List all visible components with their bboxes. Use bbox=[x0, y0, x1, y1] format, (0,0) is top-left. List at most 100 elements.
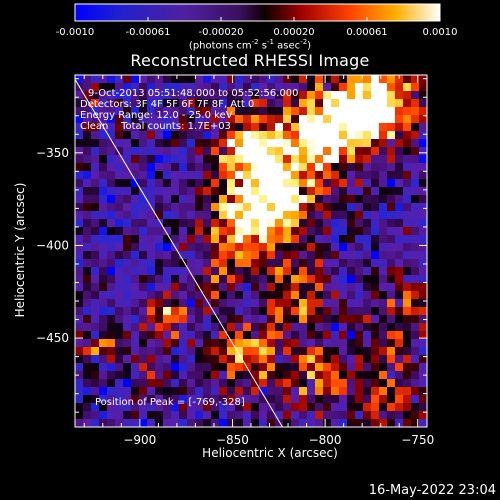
heatmap-cell bbox=[387, 83, 396, 92]
heatmap-cell bbox=[91, 243, 100, 252]
heatmap-cell bbox=[107, 227, 116, 236]
heatmap-cell bbox=[355, 123, 364, 132]
heatmap-cell bbox=[283, 227, 292, 236]
heatmap-cell bbox=[91, 339, 100, 348]
heatmap-cell bbox=[331, 219, 340, 228]
heatmap-cell bbox=[147, 419, 156, 427]
heatmap-cell bbox=[211, 203, 220, 212]
heatmap-cell bbox=[275, 211, 284, 220]
heatmap-cell bbox=[411, 179, 420, 188]
heatmap-cell bbox=[99, 315, 108, 324]
heatmap-cell bbox=[235, 403, 244, 412]
heatmap-cell bbox=[275, 107, 284, 116]
heatmap-cell bbox=[219, 115, 228, 124]
heatmap-cell bbox=[131, 235, 140, 244]
heatmap-cell bbox=[411, 371, 420, 380]
heatmap-cell bbox=[379, 355, 388, 364]
heatmap-cell bbox=[131, 283, 140, 292]
heatmap-cell bbox=[283, 131, 292, 140]
heatmap-cell bbox=[411, 347, 420, 356]
heatmap-cell bbox=[227, 243, 236, 252]
heatmap-cell bbox=[179, 371, 188, 380]
heatmap-cell bbox=[195, 123, 204, 132]
heatmap-cell bbox=[315, 235, 324, 244]
heatmap-cell bbox=[283, 339, 292, 348]
heatmap-cell bbox=[123, 307, 132, 316]
heatmap-cell bbox=[203, 187, 212, 196]
heatmap-cell bbox=[419, 283, 427, 292]
heatmap-cell bbox=[171, 395, 180, 404]
heatmap-cell bbox=[299, 363, 308, 372]
heatmap-cell bbox=[131, 107, 140, 116]
heatmap-cell bbox=[235, 339, 244, 348]
heatmap-cell bbox=[195, 299, 204, 308]
heatmap-cell bbox=[203, 195, 212, 204]
heatmap-cell bbox=[99, 387, 108, 396]
heatmap-cell bbox=[395, 347, 404, 356]
heatmap-cell bbox=[419, 227, 427, 236]
heatmap-cell bbox=[315, 355, 324, 364]
heatmap-cell bbox=[219, 83, 228, 92]
heatmap-cell bbox=[107, 387, 116, 396]
heatmap-cell bbox=[155, 243, 164, 252]
heatmap-cell bbox=[339, 403, 348, 412]
heatmap-cell bbox=[227, 275, 236, 284]
heatmap-cell bbox=[291, 347, 300, 356]
heatmap-cell bbox=[307, 187, 316, 196]
heatmap-cell bbox=[331, 171, 340, 180]
heatmap-cell bbox=[363, 171, 372, 180]
heatmap-cell bbox=[115, 99, 124, 108]
heatmap-cell bbox=[171, 219, 180, 228]
heatmap-cell bbox=[155, 155, 164, 164]
heatmap-cell bbox=[83, 179, 92, 188]
heatmap-cell bbox=[291, 331, 300, 340]
heatmap-cell bbox=[395, 163, 404, 172]
heatmap-cell bbox=[139, 251, 148, 260]
heatmap-cell bbox=[163, 123, 172, 132]
heatmap-cell bbox=[419, 323, 427, 332]
heatmap-cell bbox=[299, 331, 308, 340]
heatmap-cell bbox=[235, 155, 244, 164]
heatmap-cell bbox=[395, 307, 404, 316]
heatmap-cell bbox=[419, 395, 427, 404]
heatmap-cell bbox=[355, 139, 364, 148]
heatmap-cell bbox=[163, 283, 172, 292]
heatmap-cell bbox=[83, 171, 92, 180]
heatmap-cell bbox=[203, 363, 212, 372]
heatmap-cell bbox=[387, 235, 396, 244]
heatmap-cell bbox=[235, 371, 244, 380]
heatmap-cell bbox=[371, 75, 380, 84]
heatmap-cell bbox=[227, 347, 236, 356]
heatmap-cell bbox=[179, 331, 188, 340]
heatmap-cell bbox=[155, 395, 164, 404]
heatmap-cell bbox=[179, 411, 188, 420]
heatmap-cell bbox=[91, 291, 100, 300]
heatmap-cell bbox=[347, 355, 356, 364]
heatmap-cell bbox=[371, 387, 380, 396]
heatmap-cell bbox=[123, 387, 132, 396]
heatmap-cell bbox=[403, 251, 412, 260]
heatmap-cell bbox=[251, 179, 260, 188]
heatmap-cell bbox=[323, 99, 332, 108]
heatmap-cell bbox=[323, 283, 332, 292]
heatmap-cell bbox=[123, 395, 132, 404]
heatmap-cell bbox=[227, 171, 236, 180]
heatmap-cell bbox=[355, 91, 364, 100]
heatmap-cell bbox=[139, 115, 148, 124]
heatmap-cell bbox=[123, 131, 132, 140]
heatmap-cell bbox=[267, 315, 276, 324]
heatmap-cell bbox=[203, 107, 212, 116]
heatmap-cell bbox=[83, 259, 92, 268]
heatmap-cell bbox=[403, 371, 412, 380]
heatmap-cell bbox=[323, 395, 332, 404]
heatmap-cell bbox=[107, 75, 116, 84]
heatmap-cell bbox=[203, 283, 212, 292]
heatmap-cell bbox=[155, 171, 164, 180]
heatmap-cell bbox=[379, 91, 388, 100]
heatmap-cell bbox=[339, 347, 348, 356]
heatmap-cell bbox=[275, 331, 284, 340]
heatmap-cell bbox=[291, 227, 300, 236]
heatmap-cell bbox=[155, 107, 164, 116]
heatmap-cell bbox=[107, 411, 116, 420]
heatmap-cell bbox=[99, 131, 108, 140]
